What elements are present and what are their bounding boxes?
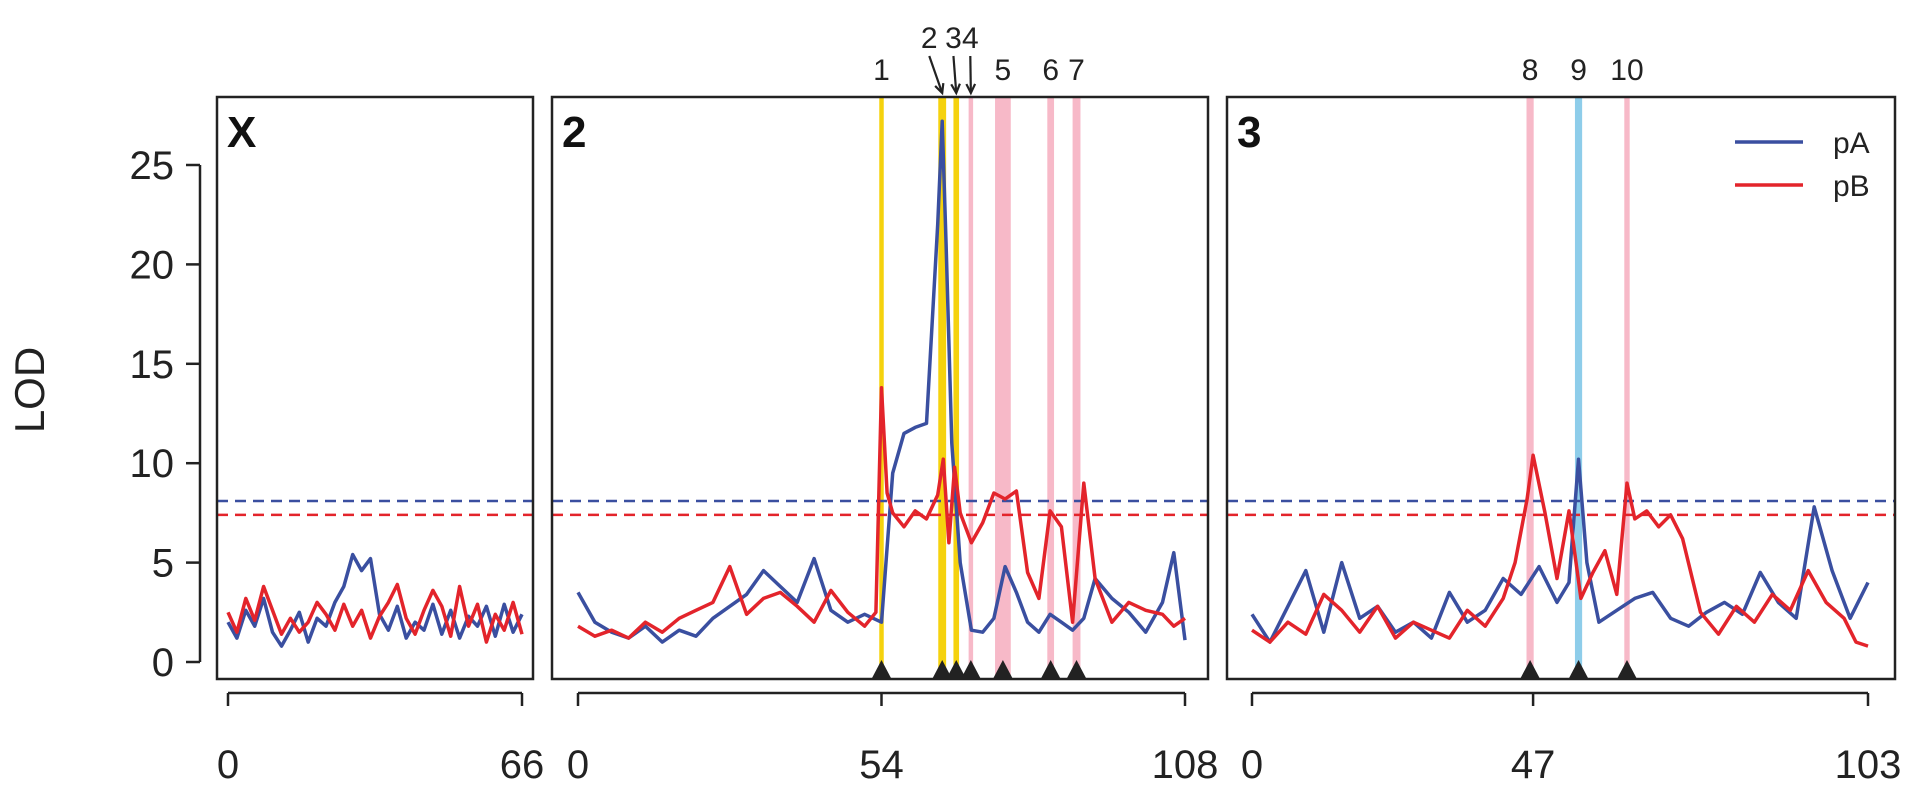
peak-arrow-4 (969, 55, 972, 94)
legend-label-pB: pB (1833, 170, 1870, 203)
x-tick-label: 47 (1511, 743, 1556, 787)
peak-marker-6 (1040, 660, 1061, 679)
series-line-pA (1250, 457, 1870, 644)
peak-marker-10 (1616, 660, 1637, 679)
y-tick-label: 20 (130, 243, 175, 287)
x-tick-label: 108 (1152, 743, 1219, 787)
peak-band-9 (1574, 97, 1583, 679)
peak-label-6: 6 (1042, 54, 1059, 87)
peak-band-10 (1624, 97, 1630, 679)
peak-label-3: 3 (945, 22, 962, 55)
peak-label-7: 7 (1068, 54, 1085, 87)
series-line-pA (576, 119, 1187, 644)
x-tick-label: 0 (567, 743, 589, 787)
peak-arrowhead-3 (950, 83, 961, 96)
peak-label-8: 8 (1522, 54, 1539, 87)
y-tick-label: 5 (152, 542, 174, 586)
peak-label-1: 1 (873, 54, 890, 87)
peak-band-5 (995, 97, 1011, 679)
x-tick-label: 66 (500, 743, 545, 787)
peak-arrowhead-2 (934, 82, 945, 96)
peak-band-4 (968, 97, 974, 679)
peak-band-3 (953, 97, 960, 679)
peak-arrow-3 (952, 55, 958, 94)
panel-2: 12 3 45 6 720 54 108 (550, 22, 1219, 787)
x-tick-label: 54 (859, 743, 904, 787)
series-line-pA (226, 552, 524, 648)
panel-label: 2 (562, 108, 586, 157)
peak-label-9: 9 (1570, 54, 1587, 87)
peak-arrowhead-4 (965, 83, 977, 96)
peak-band-8 (1526, 97, 1534, 679)
peak-label-4: 4 (962, 22, 979, 55)
peak-band-2 (938, 97, 947, 679)
panel-X: X 0 66 (215, 95, 545, 787)
panel-label: 3 (1237, 108, 1261, 157)
peak-marker-5 (992, 660, 1013, 679)
x-tick-label: 0 (217, 743, 239, 787)
panel-label: X (227, 108, 256, 157)
peak-band-7 (1072, 97, 1081, 679)
panel-frame (1225, 95, 1897, 681)
legend: pA pB (1735, 127, 1870, 203)
peak-marker-8 (1520, 660, 1541, 679)
panel-frame (215, 95, 535, 681)
y-tick-label: 15 (130, 343, 175, 387)
peak-marker-1 (871, 660, 892, 679)
series-line-pB (577, 385, 1187, 640)
y-axis-label: LOD (6, 347, 53, 433)
y-tick-label: 0 (152, 641, 174, 685)
peak-marker-9 (1568, 660, 1589, 679)
legend-label-pA: pA (1833, 127, 1870, 160)
peak-marker-2 (932, 660, 953, 679)
y-tick-label: 25 (130, 144, 175, 188)
x-tick-label: 103 (1835, 743, 1902, 787)
series-line-pB (1251, 453, 1869, 648)
peak-marker-4 (960, 660, 981, 679)
y-tick-label: 10 (130, 442, 175, 486)
peak-label-10: 10 (1610, 54, 1643, 87)
series-line-pB (226, 582, 524, 644)
peak-band-6 (1047, 97, 1055, 679)
x-tick-label: 0 (1241, 743, 1263, 787)
peak-label-2: 2 (921, 22, 938, 55)
peak-marker-7 (1066, 660, 1087, 679)
peak-marker-3 (946, 660, 967, 679)
y-axis: 0 5 10 15 20 25 (130, 144, 202, 685)
panel-frame (550, 95, 1210, 681)
peak-arrow-2 (928, 55, 944, 94)
peak-label-5: 5 (995, 54, 1012, 87)
